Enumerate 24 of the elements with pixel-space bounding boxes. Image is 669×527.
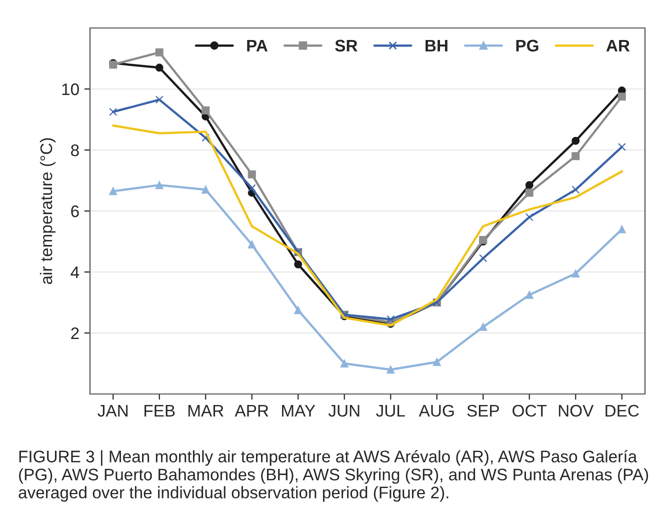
x-tick-label: AUG (418, 404, 454, 417)
x-tick-label: JAN (98, 405, 128, 417)
x-tick-label: JUL (376, 405, 405, 417)
x-tick-label: OCT (512, 404, 547, 417)
x-tick-label: MAY (282, 405, 316, 416)
y-axis-title: air temperature (°C) (40, 138, 56, 284)
x-tick-label: SEP (467, 404, 499, 417)
x-tick-label: MAR (188, 405, 224, 416)
legend-label: PG (516, 40, 538, 52)
y-tick-label: 4 (70, 266, 80, 278)
y-tick-label: 6 (71, 205, 79, 218)
legend-label: AR (606, 40, 630, 52)
x-tick-label: APR (234, 405, 268, 416)
x-tick-label: JUN (328, 405, 360, 417)
y-tick-label: 10 (62, 83, 79, 96)
x-tick-label: FEB (144, 405, 175, 416)
legend-label: PA (247, 40, 268, 52)
caption: FIGURE 3 | Mean monthly air temperature at AWS Arévalo (AR), AWS Paso Galería (PG), AWS Puerto Bahamondes (BH), AWS Skyring (SR), and WS Punta Arenas (PA) averaged over the individual observation period (Figure 2). (18, 450, 648, 502)
legend-label: SR (335, 40, 358, 52)
legend-label: BH (426, 40, 448, 52)
x-tick-label: NOV (558, 404, 594, 417)
x-tick-label: DEC (606, 404, 639, 417)
y-tick-label: 2 (71, 327, 79, 340)
y-tick-label: 8 (71, 144, 79, 156)
